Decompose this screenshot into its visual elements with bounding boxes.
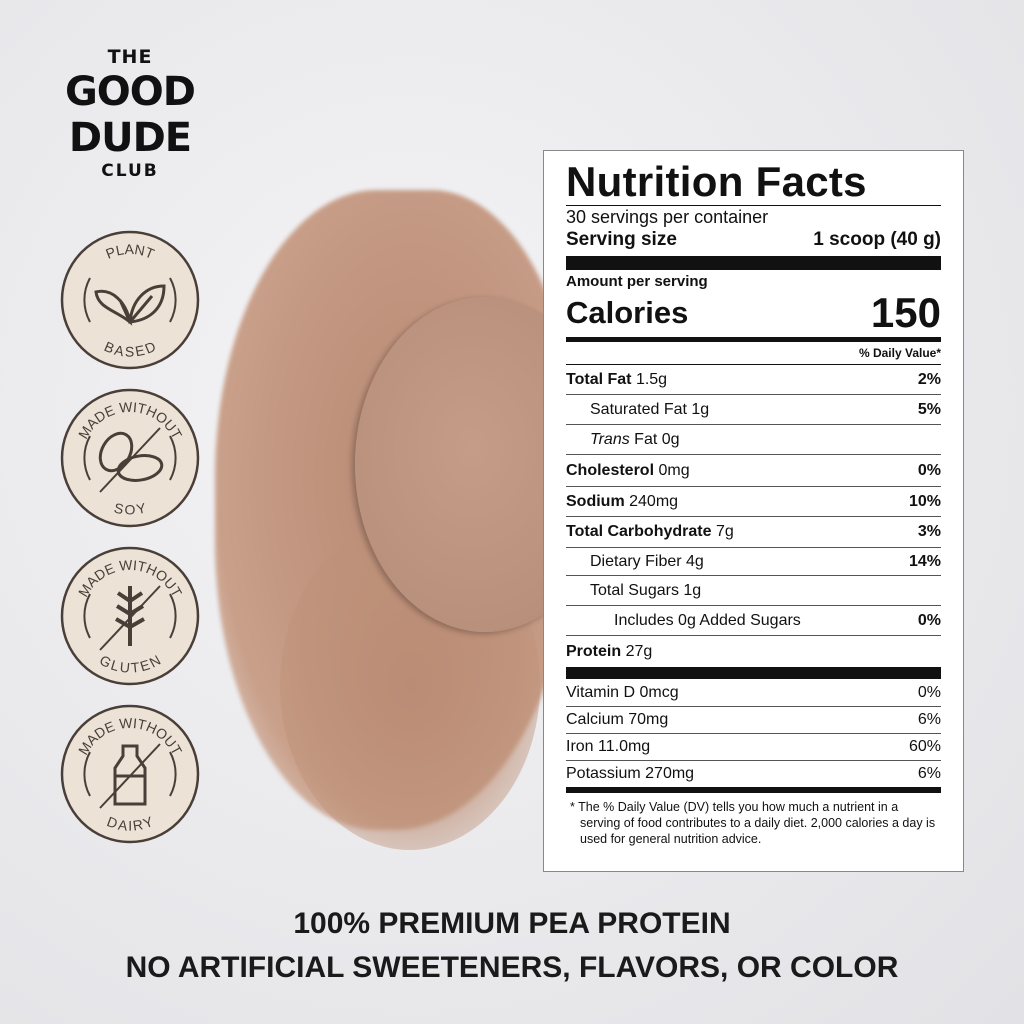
nutrient-dv: 10% <box>908 492 941 510</box>
nutrient-row: Protein 27g <box>566 635 941 667</box>
svg-text:PLANT: PLANT <box>103 241 157 262</box>
amount-per-serving: Amount per serving <box>566 273 708 290</box>
logo-club: CLUB <box>101 161 159 181</box>
nutrition-title: Nutrition Facts <box>566 158 867 205</box>
badge-top-text: PLANT <box>103 241 157 262</box>
servings-per-container: 30 servings per container <box>566 207 769 227</box>
nutrient-amount: 7g <box>715 523 734 540</box>
svg-text:SOY: SOY <box>113 499 148 517</box>
nutrient-dv: 0% <box>917 461 941 479</box>
vitamin-row: Vitamin D 0mcg 0% <box>566 679 941 706</box>
serving-size-value: 1 scoop (40 g) <box>813 229 941 250</box>
brand-logo: THE GOOD DUDE CLUB <box>50 46 210 182</box>
nutrient-dv: 14% <box>908 552 941 570</box>
nutrient-row: Total Carbohydrate 7g 3% <box>566 516 941 547</box>
nutrient-row: Total Fat 1.5g 2% <box>566 364 941 394</box>
calories-value: 150 <box>870 289 941 336</box>
nutrient-dv: 3% <box>917 523 941 540</box>
nutrient-dv: 5% <box>917 400 941 418</box>
tagline-line1: 100% PREMIUM PEA PROTEIN <box>293 907 731 940</box>
nutrient-row: Cholesterol 0mg 0% <box>566 454 941 486</box>
nutrient-amount: 0mg <box>658 461 690 479</box>
nutrient-name: Sodium 240mg <box>566 492 679 510</box>
logo-good: GOOD <box>64 69 196 115</box>
nutrient-name: Includes 0g Added Sugars <box>614 611 801 629</box>
vitamin-dv: 0% <box>917 683 941 701</box>
nutrient-row: Total Sugars 1g <box>566 575 941 605</box>
badge-based: PLANT BASED <box>60 230 200 370</box>
nutrient-dv: 2% <box>917 370 941 388</box>
nutrient-amount: 1.5g <box>635 370 668 388</box>
nutrient-row: Dietary Fiber 4g 14% <box>566 547 941 575</box>
nutrient-name: Total Fat 1.5g <box>566 370 668 388</box>
nutrient-name: Cholesterol 0mg <box>566 461 690 479</box>
daily-value-footnote: * The % Daily Value (DV) tells you how m… <box>570 800 936 846</box>
svg-text:BASED: BASED <box>102 338 158 360</box>
vitamin-row: Iron 11.0mg 60% <box>566 733 941 760</box>
nutrient-amount: 1g <box>683 581 702 599</box>
nutrient-name: Saturated Fat 1g <box>590 400 710 418</box>
badge-gluten: MADE WITHOUT GLUTEN <box>60 546 200 686</box>
vitamin-dv: 6% <box>917 765 941 782</box>
nutrient-row: Saturated Fat 1g 5% <box>566 394 941 424</box>
nutrient-name: Dietary Fiber 4g <box>590 552 704 570</box>
vitamin-row: Calcium 70mg 6% <box>566 706 941 733</box>
vitamin-name: Iron 11.0mg <box>566 738 651 755</box>
nutrient-row: Sodium 240mg 10% <box>566 486 941 516</box>
tagline-line2: NO ARTIFICIAL SWEETENERS, FLAVORS, OR CO… <box>125 951 899 984</box>
vitamin-name: Potassium 270mg <box>566 765 695 782</box>
vitamin-dv: 6% <box>917 711 941 728</box>
nutrient-amount: 0g <box>661 430 680 448</box>
vitamin-dv: 60% <box>908 738 941 755</box>
nutrient-amount: 27g <box>625 642 653 660</box>
leaf-icon <box>94 284 166 326</box>
daily-value-header: % Daily Value* <box>858 346 941 360</box>
badge-bottom-text: SOY <box>113 499 148 517</box>
logo-dude: DUDE <box>68 115 192 161</box>
nutrient-name: Total Sugars 1g <box>590 581 702 599</box>
serving-size: Serving size 1 scoop (40 g) <box>566 228 941 252</box>
nutrient-name: Trans Fat 0g <box>590 430 680 448</box>
nutrient-row: Includes 0g Added Sugars 0% <box>566 605 941 635</box>
vitamin-name: Calcium 70mg <box>566 711 669 728</box>
calories-row: Calories 150 <box>566 291 941 335</box>
nutrient-amount: 4g <box>686 552 704 570</box>
nutrient-name: Total Carbohydrate 7g <box>566 523 734 540</box>
calories-label: Calories <box>566 295 689 330</box>
nutrition-facts-label: Nutrition Facts 30 servings per containe… <box>543 150 964 872</box>
vitamin-name: Vitamin D 0mcg <box>566 683 679 701</box>
nutrient-dv: 0% <box>917 611 941 629</box>
badge-dairy: MADE WITHOUT DAIRY <box>60 704 200 844</box>
nutrient-amount: 1g <box>691 400 710 418</box>
nutrient-name: Protein 27g <box>566 642 653 660</box>
nutrient-amount: 240mg <box>629 492 679 510</box>
vitamin-row: Potassium 270mg 6% <box>566 760 941 787</box>
serving-size-label: Serving size <box>566 229 677 250</box>
badge-bottom-text: BASED <box>102 338 158 360</box>
logo-the: THE <box>107 46 153 68</box>
badge-soy: MADE WITHOUT SOY <box>60 388 200 528</box>
nutrient-row: Trans Fat 0g <box>566 424 941 454</box>
